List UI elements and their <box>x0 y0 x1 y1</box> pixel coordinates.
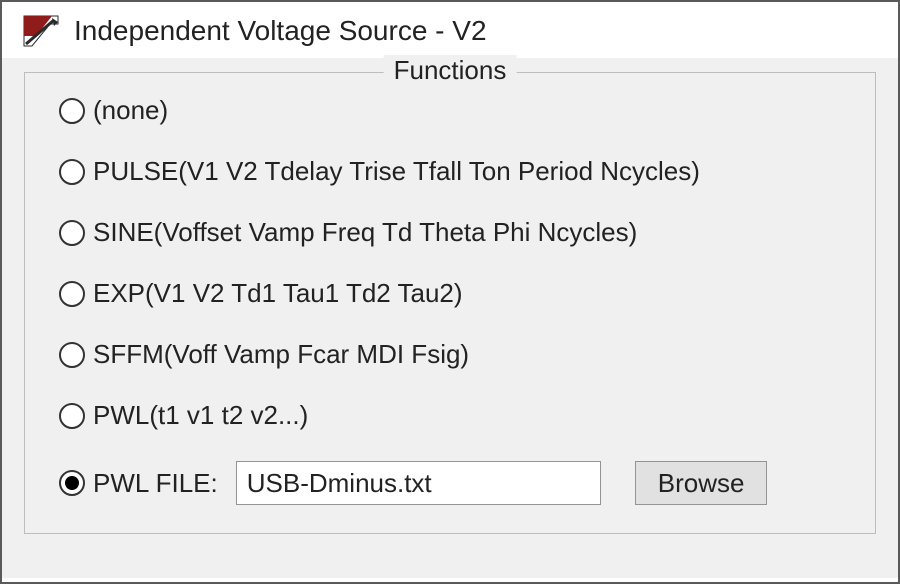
radio-icon <box>59 98 85 124</box>
radio-icon <box>59 159 85 185</box>
radio-pulse[interactable]: PULSE(V1 V2 Tdelay Trise Tfall Ton Perio… <box>59 156 847 187</box>
radio-none[interactable]: (none) <box>59 95 847 126</box>
radio-pwl[interactable]: PWL(t1 v1 t2 v2...) <box>59 400 847 431</box>
radio-label: SFFM(Voff Vamp Fcar MDI Fsig) <box>93 339 469 370</box>
pwl-file-input[interactable] <box>236 461 601 505</box>
browse-button[interactable]: Browse <box>635 461 768 505</box>
radio-label: PWL FILE: <box>93 468 218 499</box>
functions-fieldset: Functions (none) PULSE(V1 V2 Tdelay Tris… <box>24 72 876 534</box>
radio-label: (none) <box>93 95 168 126</box>
radio-sffm[interactable]: SFFM(Voff Vamp Fcar MDI Fsig) <box>59 339 847 370</box>
radio-icon <box>59 403 85 429</box>
radio-icon <box>59 220 85 246</box>
radio-pwl-file-row: PWL FILE: Browse <box>59 461 847 505</box>
window-title: Independent Voltage Source - V2 <box>74 15 487 47</box>
fieldset-legend: Functions <box>384 55 517 86</box>
ltspice-icon <box>22 14 60 48</box>
radio-pwl-file[interactable]: PWL FILE: <box>59 468 218 499</box>
titlebar: Independent Voltage Source - V2 <box>2 2 898 58</box>
radio-exp[interactable]: EXP(V1 V2 Td1 Tau1 Td2 Tau2) <box>59 278 847 309</box>
radio-label: EXP(V1 V2 Td1 Tau1 Td2 Tau2) <box>93 278 463 309</box>
radio-sine[interactable]: SINE(Voffset Vamp Freq Td Theta Phi Ncyc… <box>59 217 847 248</box>
radio-group: (none) PULSE(V1 V2 Tdelay Trise Tfall To… <box>59 95 847 505</box>
radio-label: PULSE(V1 V2 Tdelay Trise Tfall Ton Perio… <box>93 156 700 187</box>
radio-icon <box>59 470 85 496</box>
radio-icon <box>59 342 85 368</box>
radio-icon <box>59 281 85 307</box>
radio-label: PWL(t1 v1 t2 v2...) <box>93 400 308 431</box>
radio-label: SINE(Voffset Vamp Freq Td Theta Phi Ncyc… <box>93 217 637 248</box>
content-area: Functions (none) PULSE(V1 V2 Tdelay Tris… <box>2 58 898 578</box>
